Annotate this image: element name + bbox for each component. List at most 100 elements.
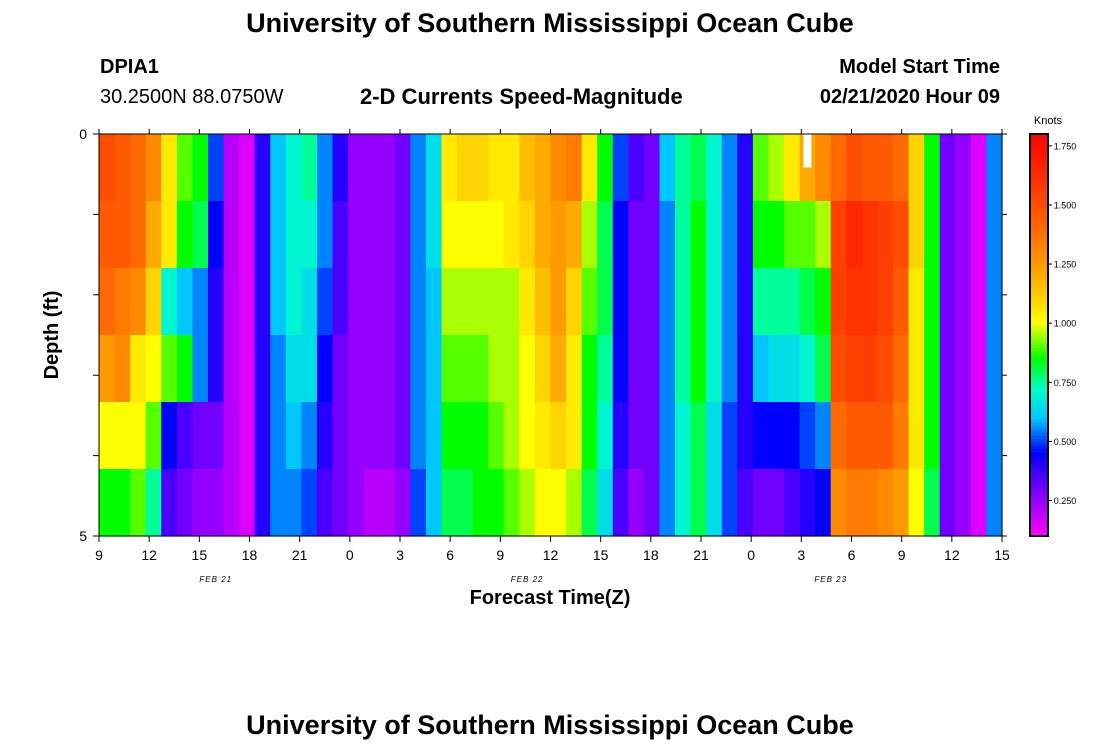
heatmap-cell xyxy=(784,268,801,336)
heatmap-cell xyxy=(737,402,754,470)
heatmap-cell xyxy=(908,335,925,403)
heatmap-cell xyxy=(550,268,567,336)
heatmap-cell xyxy=(285,402,302,470)
heatmap-cell xyxy=(161,134,178,202)
heatmap-cell xyxy=(721,268,738,336)
heatmap-cell xyxy=(908,268,925,336)
heatmap-cell xyxy=(659,201,676,269)
colorbar-segment xyxy=(1030,301,1048,306)
heatmap-cell xyxy=(472,268,489,336)
heatmap-cell xyxy=(503,335,520,403)
heatmap-cell xyxy=(846,402,863,470)
colorbar-segment xyxy=(1030,241,1048,246)
colorbar-segment xyxy=(1030,345,1048,349)
colorbar-segment xyxy=(1030,388,1048,393)
heatmap-cell xyxy=(332,134,349,202)
heatmap-cell xyxy=(597,134,614,202)
heatmap-cell xyxy=(612,134,629,202)
colorbar-segment xyxy=(1030,492,1048,497)
heatmap-cell xyxy=(628,335,645,403)
x-tick-label: 6 xyxy=(848,547,856,563)
colorbar-segment xyxy=(1030,278,1048,282)
colorbar-segment xyxy=(1030,224,1048,229)
colorbar-segment xyxy=(1030,358,1048,363)
heatmap-cell xyxy=(877,335,894,403)
colorbar-segment xyxy=(1030,271,1048,276)
heatmap-cell xyxy=(877,268,894,336)
heatmap-cell xyxy=(908,134,925,202)
colorbar-segment xyxy=(1030,522,1048,527)
colorbar-segment xyxy=(1030,475,1048,480)
colorbar-segment xyxy=(1030,174,1048,179)
colorbar-segment xyxy=(1030,462,1048,467)
heatmap-cell xyxy=(908,469,925,537)
heatmap-cell xyxy=(254,268,271,336)
heatmap-cell xyxy=(581,268,598,336)
heatmap-cell xyxy=(534,134,552,202)
heatmap-cell xyxy=(877,134,894,202)
heatmap-cell xyxy=(301,134,318,202)
heatmap-cell xyxy=(830,469,847,537)
colorbar-segment xyxy=(1030,194,1048,199)
x-tick-label: 18 xyxy=(643,547,659,563)
colorbar-segment xyxy=(1030,207,1048,212)
colorbar-tick-label: 0.750 xyxy=(1054,378,1077,388)
heatmap-cell xyxy=(285,201,302,269)
colorbar-segment xyxy=(1030,268,1048,272)
colorbar-segment xyxy=(1030,391,1048,396)
colorbar-segment xyxy=(1030,415,1048,420)
heatmap-cell xyxy=(316,402,334,470)
heatmap-cell xyxy=(316,469,334,537)
heatmap-cell xyxy=(970,402,988,470)
heatmap-cell xyxy=(830,402,847,470)
colorbar-segment xyxy=(1030,438,1048,443)
heatmap-cell xyxy=(130,268,147,336)
colorbar-segment xyxy=(1030,489,1048,494)
heatmap-cell xyxy=(768,268,785,336)
colorbar-segment xyxy=(1030,348,1048,353)
heatmap-cell xyxy=(488,469,505,537)
heatmap-cell xyxy=(145,335,162,403)
heatmap-cell xyxy=(643,469,661,537)
heatmap-cell xyxy=(939,134,956,202)
heatmap-cell xyxy=(659,469,676,537)
heatmap-cell xyxy=(348,134,365,202)
model-start-time: 02/21/2020 Hour 09 xyxy=(819,86,1000,108)
colorbar-segment xyxy=(1030,455,1048,460)
heatmap-cell xyxy=(363,469,380,537)
heatmap-cell xyxy=(939,335,956,403)
heatmap-cell xyxy=(986,134,1003,202)
heatmap-cell xyxy=(316,268,334,336)
heatmap-cell xyxy=(970,469,988,537)
colorbar-segment xyxy=(1030,405,1048,410)
heatmap-cell xyxy=(316,134,334,202)
heatmap-cell xyxy=(534,469,552,537)
colorbar-segment xyxy=(1030,341,1048,346)
heatmap-cell xyxy=(472,402,489,470)
heatmap-cell xyxy=(861,469,879,537)
colorbar-segment xyxy=(1030,532,1048,537)
colorbar-segment xyxy=(1030,190,1048,195)
colorbar-segment xyxy=(1030,247,1048,252)
heatmap-cell xyxy=(690,268,707,336)
heatmap-cell xyxy=(659,268,676,336)
colorbar-segment xyxy=(1030,442,1048,447)
heatmap-cell xyxy=(130,201,147,269)
heatmap-cell xyxy=(830,335,847,403)
heatmap-cell xyxy=(566,402,583,470)
heatmap-cell xyxy=(877,402,894,470)
heatmap-cell xyxy=(955,134,972,202)
footer-title: University of Southern Mississippi Ocean… xyxy=(246,710,854,740)
heatmap-cell xyxy=(301,402,318,470)
heatmap-cell xyxy=(285,335,302,403)
colorbar-segment xyxy=(1030,298,1048,303)
heatmap-cell xyxy=(566,268,583,336)
heatmap-cell xyxy=(457,402,474,470)
heatmap-cell xyxy=(363,201,380,269)
heatmap-cell xyxy=(534,335,552,403)
heatmap-cell xyxy=(99,402,116,470)
heatmap-cell xyxy=(176,335,194,403)
colorbar-segment xyxy=(1030,177,1048,182)
heatmap-cell xyxy=(145,268,162,336)
heatmap-cell xyxy=(410,268,427,336)
